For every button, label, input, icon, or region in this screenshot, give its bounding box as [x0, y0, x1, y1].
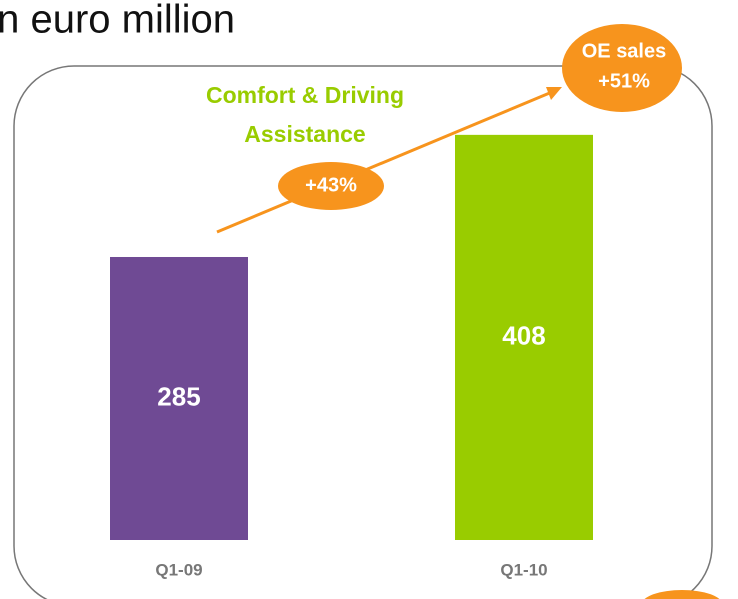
bar: [110, 256, 248, 540]
growth-label: +43%: [305, 174, 357, 196]
arrow-head: [546, 87, 562, 100]
value-label: 285: [157, 381, 200, 411]
x-tick-label: Q1-09: [155, 560, 202, 579]
decor-ellipse: [644, 590, 720, 599]
chart-title: In euro million: [0, 0, 235, 42]
oe-label: OE sales: [582, 40, 667, 62]
growth-arrow: [216, 90, 553, 234]
oe-badge: [562, 24, 682, 112]
bar: [455, 134, 593, 540]
frame: [13, 65, 713, 599]
x-tick-label: Q1-10: [500, 560, 547, 579]
segment-label: Assistance: [244, 121, 365, 147]
oe-label: +51%: [598, 70, 650, 92]
segment-label: Comfort & Driving: [206, 82, 404, 108]
growth-badge: [278, 162, 384, 210]
value-label: 408: [502, 320, 545, 350]
